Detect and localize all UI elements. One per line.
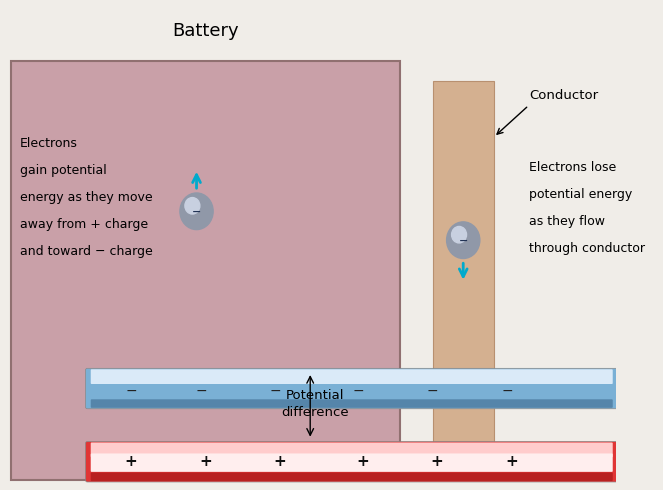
Text: Battery: Battery [172, 22, 239, 40]
FancyBboxPatch shape [86, 368, 618, 409]
FancyBboxPatch shape [91, 453, 613, 472]
Text: +: + [199, 454, 211, 469]
Text: −: − [353, 383, 364, 397]
Circle shape [452, 226, 467, 243]
Text: through conductor: through conductor [529, 243, 645, 255]
Text: −: − [459, 236, 468, 246]
FancyBboxPatch shape [91, 472, 613, 481]
Text: as they flow: as they flow [529, 216, 605, 228]
Text: +: + [505, 454, 518, 469]
Text: energy as they move: energy as they move [20, 191, 152, 204]
Text: +: + [430, 454, 444, 469]
Text: −: − [269, 383, 281, 397]
FancyBboxPatch shape [433, 81, 494, 443]
FancyBboxPatch shape [91, 442, 613, 457]
Text: +: + [356, 454, 369, 469]
Text: potential energy: potential energy [529, 189, 632, 201]
FancyBboxPatch shape [91, 369, 613, 384]
Text: −: − [427, 383, 438, 397]
Text: Potential
difference: Potential difference [280, 389, 348, 419]
FancyBboxPatch shape [11, 61, 400, 480]
Text: and toward − charge: and toward − charge [20, 245, 152, 258]
Text: Electrons: Electrons [20, 137, 78, 150]
Text: −: − [501, 383, 512, 397]
Text: Electrons lose: Electrons lose [529, 161, 616, 174]
FancyBboxPatch shape [86, 441, 618, 482]
Text: −: − [195, 383, 207, 397]
Circle shape [185, 197, 200, 214]
Circle shape [447, 222, 480, 259]
Text: −: − [125, 383, 137, 397]
Text: −: − [192, 207, 201, 217]
FancyBboxPatch shape [91, 399, 613, 408]
Circle shape [180, 193, 213, 230]
Text: +: + [125, 454, 137, 469]
Text: gain potential: gain potential [20, 164, 107, 177]
Text: Conductor: Conductor [529, 89, 598, 102]
Text: away from + charge: away from + charge [20, 218, 148, 231]
Text: +: + [273, 454, 286, 469]
